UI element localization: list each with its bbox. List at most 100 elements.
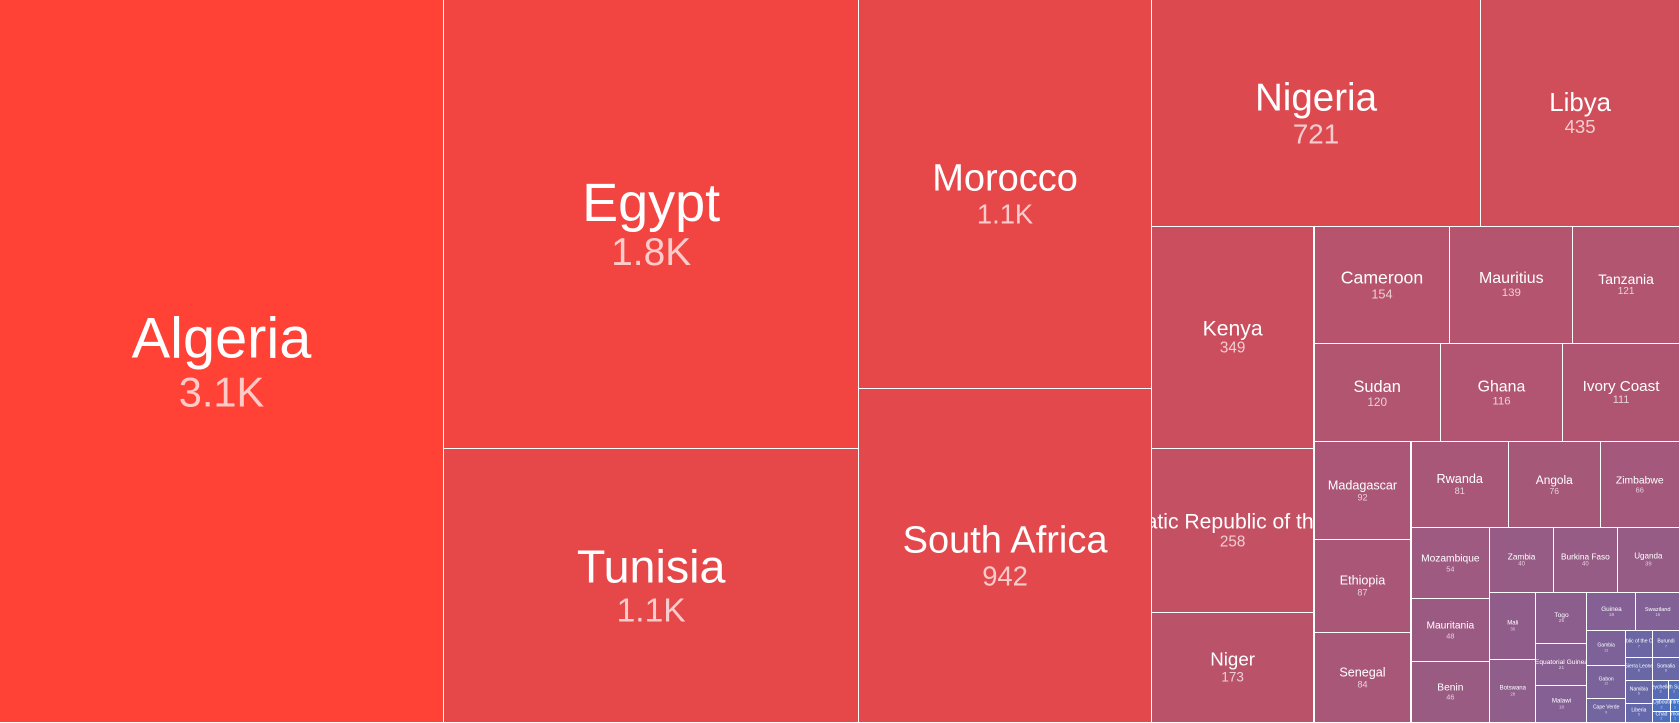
treemap-tile-sierra-leone[interactable]: Sierra Leone 6 (1625, 657, 1653, 681)
treemap-tile-mauritius[interactable]: Mauritius 139 (1450, 226, 1574, 344)
treemap-tile-liberia[interactable]: Liberia 5 (1625, 703, 1653, 723)
treemap-tile-zimbabwe[interactable]: Zimbabwe 66 (1600, 442, 1680, 529)
treemap-tile-namibia[interactable]: Namibia 6 (1625, 680, 1653, 704)
treemap-tile-cape-verde[interactable]: Cape Verde 9 (1587, 698, 1626, 723)
tile-name: Zambia (1507, 551, 1536, 562)
treemap-tile-rwanda[interactable]: Rwanda 81 (1411, 442, 1510, 529)
treemap-tile-togo[interactable]: Togo 25 (1536, 593, 1588, 644)
tile-value: 1.1K (976, 198, 1034, 230)
treemap-tile-south-sudan[interactable]: South Sudan2 (1669, 680, 1680, 701)
treemap-tile-gambia[interactable]: Gambia 13 (1587, 631, 1626, 667)
treemap-tile-mali[interactable]: Mali 30 (1490, 593, 1537, 661)
tile-name: Benin (1437, 682, 1464, 694)
treemap-tile-uganda[interactable]: Uganda 39 (1617, 528, 1680, 594)
tile-name: Gabon (1598, 676, 1614, 683)
tile-value: 87 (1357, 587, 1368, 598)
treemap-tile-burkina-faso[interactable]: Burkina Faso 40 (1553, 528, 1618, 594)
tile-value: 39 (1645, 561, 1652, 568)
tile-name: Equatorial Guinea (1536, 658, 1588, 666)
tile-value: 84 (1357, 678, 1368, 689)
treemap-tile-senegal[interactable]: Senegal 84 (1314, 633, 1412, 723)
treemap-tile-sudan[interactable]: Sudan 120 (1314, 343, 1441, 443)
tile-name: Comoros (1671, 711, 1680, 718)
treemap-tile-seychelles[interactable]: Seychelles3 (1652, 680, 1670, 701)
treemap-tile-morocco[interactable]: Morocco 1.1K (859, 0, 1152, 390)
treemap-tile-eritrea[interactable]: Eritrea1 (1670, 700, 1680, 712)
tile-value: 18 (1558, 704, 1564, 710)
treemap-tile-malawi[interactable]: Malawi 18 (1536, 686, 1588, 723)
treemap-tile-chad[interactable]: Chad 2 (1652, 711, 1671, 723)
treemap-tile-botswana[interactable]: Botswana 28 (1490, 660, 1537, 723)
tile-name: Burkina Faso (1560, 551, 1610, 562)
treemap-tile-ethiopia[interactable]: Ethiopia 87 (1314, 540, 1412, 634)
tile-name: Guinea (1601, 605, 1622, 613)
tile-name: Eritrea (1670, 700, 1680, 706)
treemap-tile-zambia[interactable]: Zambia 40 (1490, 528, 1554, 594)
tile-value: 76 (1549, 485, 1560, 496)
tile-name: Swaziland (1644, 606, 1671, 613)
tile-name: Angola (1535, 472, 1573, 487)
tile-value: 18 (1608, 611, 1615, 617)
tile-value: 111 (1612, 394, 1630, 407)
treemap-tile-tanzania[interactable]: Tanzania 121 (1573, 226, 1680, 344)
treemap-tile-djibouti[interactable]: Djibouti 2 (1652, 700, 1671, 712)
treemap-tile-equatorial-guinea[interactable]: Equatorial Guinea 21 (1536, 643, 1588, 687)
tile-value: 9 (1605, 710, 1608, 715)
treemap-tile-somalia[interactable]: Somalia 6 (1652, 657, 1680, 681)
treemap-tile-tunisia[interactable]: Tunisia 1.1K (443, 448, 860, 723)
treemap-tile-south-africa[interactable]: South Africa 942 (859, 389, 1152, 723)
treemap-tile-comoros[interactable]: Comoros1 (1670, 711, 1680, 723)
tile-value: 721 (1292, 118, 1340, 150)
treemap-tile-nigeria[interactable]: Nigeria 721 (1151, 0, 1482, 227)
treemap-tile-guinea[interactable]: Guinea 18 (1587, 593, 1637, 632)
treemap-tile-cameroon[interactable]: Cameroon 154 (1314, 226, 1451, 344)
tile-value: 120 (1367, 394, 1388, 409)
tile-name: Kenya (1202, 317, 1263, 341)
tile-name: Somalia (1656, 663, 1675, 670)
treemap-tile-algeria[interactable]: Algeria 3.1K (0, 0, 444, 723)
treemap-tile-niger[interactable]: Niger 173 (1151, 612, 1315, 723)
tile-name: Nigeria (1254, 76, 1378, 120)
tile-name: Togo (1554, 611, 1569, 619)
tile-name: Ivory Coast (1582, 377, 1660, 395)
tile-value: 2 (1660, 705, 1663, 710)
tile-value: 54 (1446, 564, 1455, 574)
tile-value: 7 (1664, 643, 1667, 648)
tile-name: Libya (1549, 88, 1611, 117)
tile-name: Chad (1655, 711, 1668, 718)
treemap-tile-republic-of-the-congo[interactable]: Republic of the Congo7 (1625, 631, 1653, 658)
tile-value: 3.1K (178, 368, 265, 416)
tile-value: 21 (1558, 665, 1565, 671)
tile-name: Mauritius (1478, 269, 1544, 287)
tile-value: 116 (1492, 395, 1511, 408)
tile-name: Tunisia (576, 541, 726, 594)
treemap-tile-angola[interactable]: Angola 76 (1509, 442, 1601, 529)
tile-value: 1 (1673, 716, 1676, 721)
tile-value: 2 (1673, 689, 1676, 694)
treemap-tile-swaziland[interactable]: Swaziland 16 (1636, 593, 1680, 632)
tile-name: Liberia (1631, 707, 1647, 714)
tile-name: Ghana (1477, 377, 1526, 395)
treemap-tile-ghana[interactable]: Ghana 116 (1440, 343, 1564, 443)
treemap-tile-kenya[interactable]: Kenya 349 (1151, 226, 1315, 449)
treemap-tile-benin[interactable]: Benin 46 (1411, 662, 1491, 723)
tile-value: 40 (1518, 561, 1525, 568)
tile-value: 46 (1446, 692, 1455, 702)
treemap-tile-democratic-republic-of-the-congo[interactable]: Democratic Republic of the Congo258 (1151, 448, 1315, 613)
treemap-tile-libya[interactable]: Libya 435 (1481, 0, 1680, 227)
tile-name: Zimbabwe (1615, 475, 1664, 487)
treemap-tile-gabon[interactable]: Gabon 12 (1587, 666, 1626, 699)
treemap-tile-burundi[interactable]: Burundi 7 (1652, 631, 1680, 658)
tile-name: Rwanda (1436, 471, 1483, 486)
tile-value: 12 (1604, 681, 1609, 686)
treemap-tile-mauritania[interactable]: Mauritania 48 (1411, 599, 1491, 663)
tile-name: Tanzania (1598, 270, 1654, 287)
treemap-tile-ivory-coast[interactable]: Ivory Coast 111 (1563, 343, 1680, 443)
treemap-tile-madagascar[interactable]: Madagascar 92 (1314, 442, 1412, 541)
treemap-tile-mozambique[interactable]: Mozambique 54 (1411, 528, 1491, 600)
treemap-tile-egypt[interactable]: Egypt 1.8K (443, 0, 860, 449)
tile-name: Sierra Leone (1625, 663, 1653, 670)
tile-value: 3 (1659, 689, 1662, 694)
tile-value: 173 (1221, 669, 1244, 685)
